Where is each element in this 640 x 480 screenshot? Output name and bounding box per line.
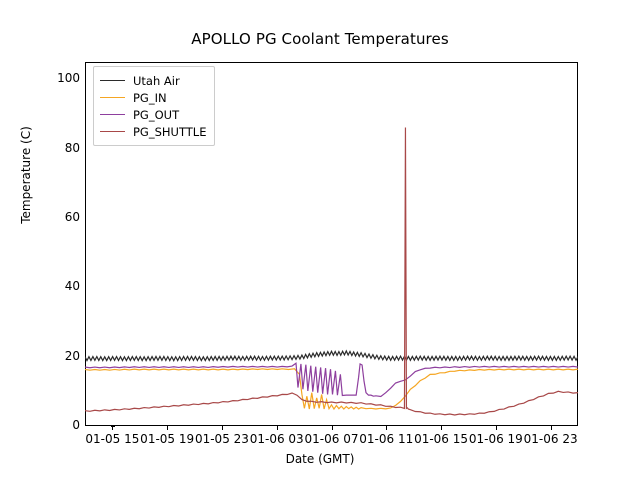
series-line-pg-shuttle [85, 127, 578, 416]
x-tick-label: 01-06 03 [249, 432, 304, 446]
plot-lines [85, 127, 578, 416]
legend-label: PG_SHUTTLE [133, 124, 207, 139]
legend-label: PG_OUT [133, 107, 180, 122]
chart-title: APOLLO PG Coolant Temperatures [191, 30, 449, 48]
y-tick-label: 100 [57, 71, 80, 86]
x-tick-label: 01-06 15 [414, 432, 469, 446]
x-tick-mark [495, 426, 497, 430]
x-tick-label: 01-06 07 [304, 432, 359, 446]
y-tick-label: 60 [64, 210, 80, 224]
x-axis-label: Date (GMT) [285, 452, 355, 466]
series-line-pg-in [85, 368, 578, 411]
y-tick-label: 80 [64, 140, 80, 155]
x-tick-mark [441, 426, 443, 430]
x-tick-mark [386, 426, 388, 430]
chart-legend: Utah Air PG_IN PG_OUT PG_SHUTTLE [93, 66, 216, 146]
x-tick-mark [221, 426, 223, 430]
legend-item[interactable]: Utah Air [100, 72, 206, 89]
x-tick-mark [276, 426, 278, 430]
legend-swatch-icon [100, 97, 125, 98]
legend-swatch-icon [100, 131, 125, 132]
legend-item[interactable]: PG_SHUTTLE [100, 123, 206, 140]
y-tick-label: 0 [72, 418, 80, 432]
x-tick-label: 01-05 15 [85, 432, 140, 446]
y-tick-label: 20 [64, 348, 80, 363]
x-tick-mark [167, 426, 169, 430]
legend-label: PG_IN [133, 90, 167, 105]
x-tick-label: 01-06 11 [359, 432, 414, 446]
legend-swatch-icon [100, 80, 125, 81]
legend-swatch-icon [100, 114, 125, 115]
legend-item[interactable]: PG_OUT [100, 106, 206, 123]
x-tick-label: 01-05 19 [140, 432, 195, 446]
y-tick-label: 40 [64, 279, 80, 294]
x-tick-mark [112, 426, 114, 430]
x-tick-label: 01-06 19 [468, 432, 523, 446]
x-tick-mark [550, 426, 552, 430]
legend-label: Utah Air [133, 73, 180, 88]
y-axis-tick-labels: 0 20 40 60 80 100 [30, 62, 115, 432]
series-line-utah-air [85, 349, 578, 362]
x-tick-mark [331, 426, 333, 430]
x-tick-label: 01-06 23 [523, 432, 578, 446]
x-tick-label: 01-05 23 [194, 432, 249, 446]
legend-item[interactable]: PG_IN [100, 89, 206, 106]
series-line-pg-out [85, 362, 578, 398]
